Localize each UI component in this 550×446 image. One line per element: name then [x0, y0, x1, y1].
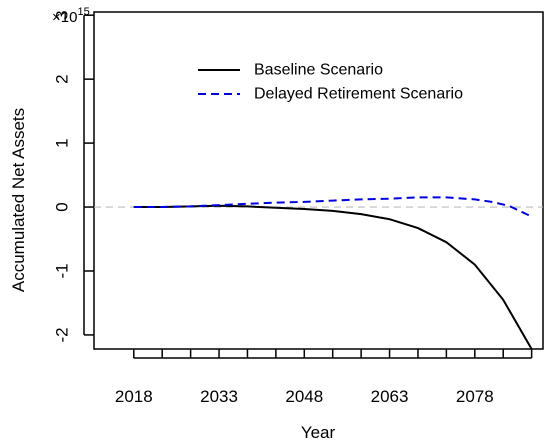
legend-label: Delayed Retirement Scenario: [254, 86, 463, 103]
data-series: [133, 196, 533, 350]
x-tick-label: 2033: [200, 387, 238, 406]
y-axis: -2 -1 0 1 2 3: [53, 10, 94, 342]
y-axis-multiplier-exponent: 15: [77, 6, 89, 18]
x-tick-label: 2063: [371, 387, 409, 406]
y-axis-multiplier: ×1015: [52, 6, 90, 26]
y-tick-label: 0: [53, 202, 72, 211]
y-tick-label: 3: [53, 10, 72, 19]
y-axis-multiplier-base: ×10: [52, 9, 77, 26]
plot-frame: [93, 11, 544, 350]
x-tick-label: 2048: [285, 387, 323, 406]
y-tick-label: 1: [53, 138, 72, 147]
x-axis: 2018 2033 2048 2063 2078: [115, 349, 533, 406]
legend-label: Baseline Scenario: [254, 62, 383, 79]
plot-border: [93, 11, 544, 350]
y-axis-title: Accumulated Net Assets: [9, 108, 28, 292]
y-tick-label: 2: [53, 74, 72, 83]
series-line-delayed-retirement-scenario: [133, 196, 533, 218]
y-tick-label: -1: [53, 263, 72, 278]
series-line-baseline-scenario: [133, 204, 533, 350]
legend: Baseline Scenario Delayed Retirement Scen…: [198, 62, 463, 103]
y-tick-label: -2: [53, 327, 72, 342]
x-tick-label: 2078: [456, 387, 494, 406]
x-axis-title: Year: [301, 423, 336, 442]
x-tick-label: 2018: [115, 387, 153, 406]
